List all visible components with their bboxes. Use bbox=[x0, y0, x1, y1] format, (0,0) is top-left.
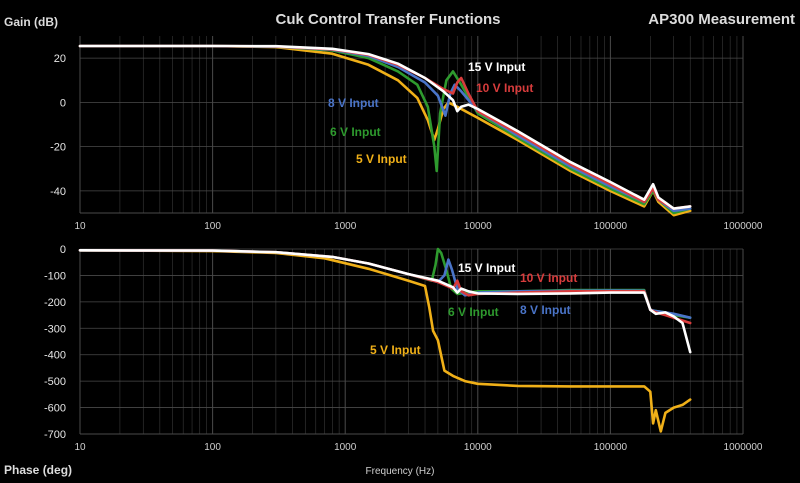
y-tick-label: -500 bbox=[44, 376, 66, 388]
chart-title: Cuk Control Transfer Functions bbox=[275, 11, 500, 28]
phase-y-ticks: 0 -100 -200 -300 -400 -500 -600 -700 bbox=[44, 244, 66, 441]
x-tick-label: 100000 bbox=[594, 442, 628, 453]
y-tick-label: 0 bbox=[60, 244, 66, 256]
gain-series bbox=[78, 44, 692, 217]
series-label-6-v-input: 6 V Input bbox=[330, 125, 381, 139]
series-label-8-v-input: 8 V Input bbox=[520, 303, 571, 317]
x-tick-label: 10 bbox=[74, 442, 86, 453]
measurement-title: AP300 Measurement bbox=[648, 11, 795, 28]
phase-grid bbox=[79, 248, 744, 435]
phase-series-labels: 5 V Input 6 V Input 8 V Input 10 V Input 15 … bbox=[370, 261, 577, 357]
series-line-15-v-input bbox=[78, 249, 692, 354]
gain-y-ticks: 20 0 -20 -40 bbox=[50, 53, 66, 198]
x-tick-label: 100 bbox=[204, 442, 221, 453]
series-line-15-v-input bbox=[78, 44, 692, 210]
x-axis-label: Frequency (Hz) bbox=[366, 466, 435, 477]
gain-x-ticks: 10 100 1000 10000 100000 1000000 bbox=[74, 221, 762, 232]
phase-x-ticks: 10 100 1000 10000 100000 1000000 bbox=[74, 442, 762, 453]
phase-axis-label: Phase (deg) bbox=[4, 463, 72, 477]
x-tick-label: 1000 bbox=[334, 221, 357, 232]
x-tick-label: 10000 bbox=[464, 442, 492, 453]
phase-series bbox=[78, 247, 692, 433]
x-tick-label: 100000 bbox=[594, 221, 628, 232]
y-tick-label: -40 bbox=[50, 186, 66, 198]
x-tick-label: 1000000 bbox=[724, 442, 763, 453]
y-tick-label: -100 bbox=[44, 270, 66, 282]
x-tick-label: 1000 bbox=[334, 442, 357, 453]
y-tick-label: 20 bbox=[54, 53, 66, 65]
y-tick-label: -700 bbox=[44, 429, 66, 441]
x-tick-label: 10 bbox=[74, 221, 86, 232]
series-label-10-v-input: 10 V Input bbox=[520, 271, 577, 285]
series-label-5-v-input: 5 V Input bbox=[356, 152, 407, 166]
series-label-6-v-input: 6 V Input bbox=[448, 305, 499, 319]
gain-axis-label: Gain (dB) bbox=[4, 15, 58, 29]
y-tick-label: -200 bbox=[44, 297, 66, 309]
series-label-10-v-input: 10 V Input bbox=[476, 81, 533, 95]
y-tick-label: 0 bbox=[60, 97, 66, 109]
y-tick-label: -20 bbox=[50, 142, 66, 154]
series-line-5-v-input bbox=[78, 249, 692, 433]
series-label-5-v-input: 5 V Input bbox=[370, 343, 421, 357]
y-tick-label: -400 bbox=[44, 350, 66, 362]
x-tick-label: 100 bbox=[204, 221, 221, 232]
x-tick-label: 1000000 bbox=[724, 221, 763, 232]
series-label-15-v-input: 15 V Input bbox=[458, 261, 515, 275]
gain-series-labels: 5 V Input 6 V Input 8 V Input 10 V Input 15 … bbox=[328, 60, 533, 166]
series-label-15-v-input: 15 V Input bbox=[468, 60, 525, 74]
series-label-8-v-input: 8 V Input bbox=[328, 96, 379, 110]
y-tick-label: -600 bbox=[44, 403, 66, 415]
y-tick-label: -300 bbox=[44, 323, 66, 335]
x-tick-label: 10000 bbox=[464, 221, 492, 232]
